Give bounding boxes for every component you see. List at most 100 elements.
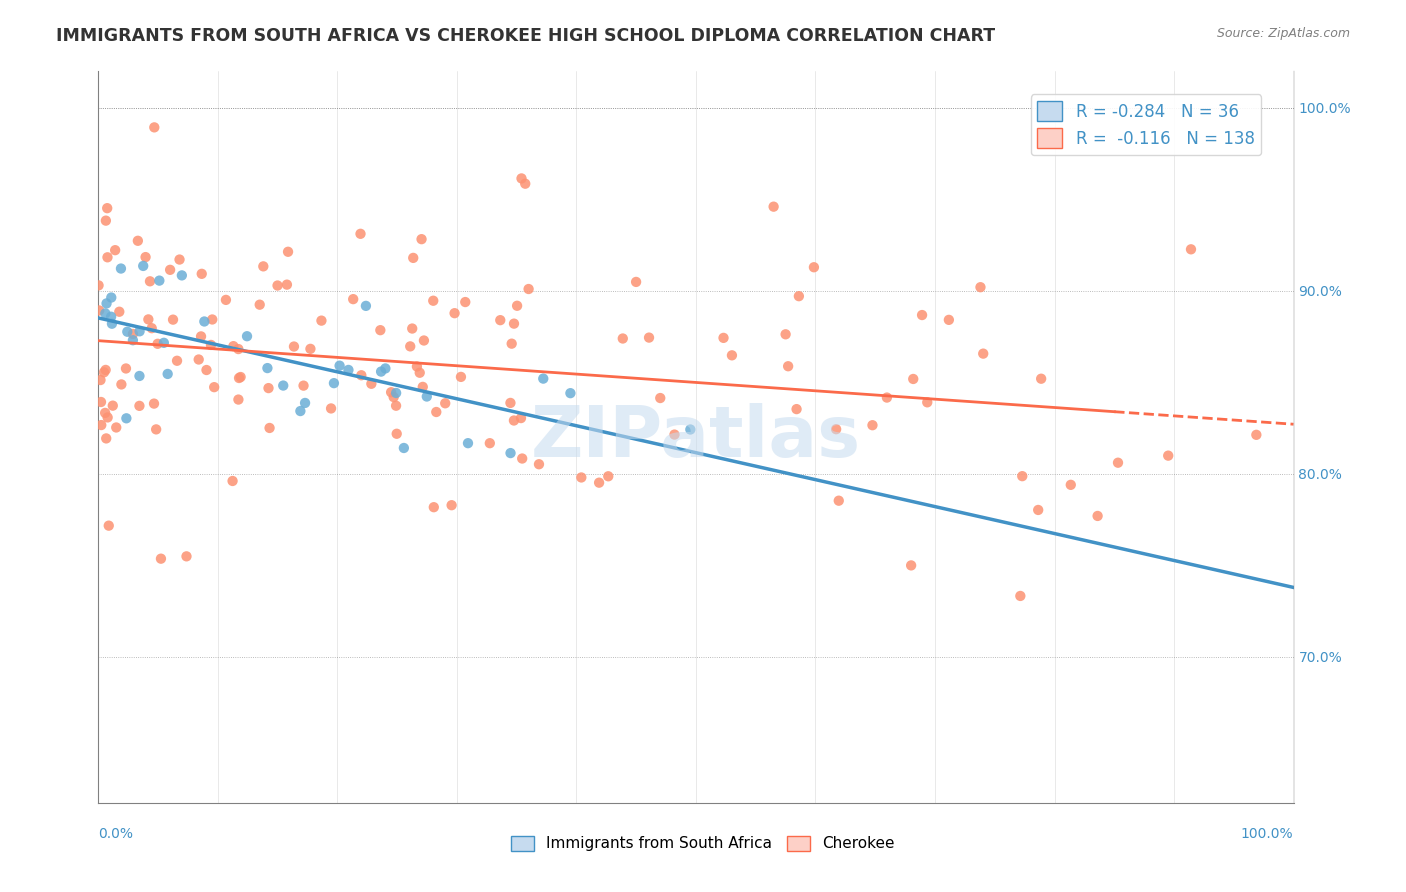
Point bbox=[457, 436, 479, 450]
Point bbox=[911, 308, 934, 322]
Point bbox=[370, 323, 392, 337]
Point bbox=[323, 376, 346, 391]
Point bbox=[350, 368, 373, 383]
Point bbox=[1107, 456, 1129, 470]
Point bbox=[531, 371, 554, 385]
Point bbox=[329, 359, 352, 373]
Point bbox=[385, 386, 408, 401]
Point bbox=[506, 299, 529, 313]
Point bbox=[101, 399, 124, 413]
Point bbox=[290, 404, 312, 418]
Point bbox=[1060, 478, 1083, 492]
Point bbox=[762, 200, 785, 214]
Point bbox=[876, 391, 898, 405]
Point bbox=[588, 475, 610, 490]
Point bbox=[93, 365, 115, 379]
Point bbox=[650, 391, 672, 405]
Point bbox=[489, 313, 512, 327]
Point bbox=[778, 359, 800, 374]
Point bbox=[969, 280, 991, 294]
Point bbox=[638, 330, 661, 344]
Point bbox=[440, 498, 463, 512]
Point bbox=[94, 363, 117, 377]
Point bbox=[409, 366, 432, 380]
Point bbox=[412, 380, 434, 394]
Point bbox=[221, 474, 243, 488]
Point bbox=[228, 371, 250, 385]
Point bbox=[903, 372, 925, 386]
Point bbox=[413, 334, 436, 348]
Legend: Immigrants from South Africa, Cherokee: Immigrants from South Africa, Cherokee bbox=[505, 830, 901, 857]
Point bbox=[382, 390, 405, 404]
Point bbox=[499, 446, 522, 460]
Point bbox=[229, 370, 252, 384]
Point bbox=[96, 296, 118, 310]
Point bbox=[380, 385, 402, 400]
Point bbox=[510, 171, 533, 186]
Point bbox=[249, 298, 271, 312]
Point bbox=[354, 299, 377, 313]
Point bbox=[200, 338, 222, 352]
Point bbox=[156, 367, 179, 381]
Point bbox=[374, 361, 396, 376]
Point bbox=[190, 267, 212, 281]
Point bbox=[501, 336, 523, 351]
Point bbox=[202, 380, 225, 394]
Point bbox=[900, 558, 922, 573]
Point bbox=[1180, 242, 1202, 256]
Point bbox=[252, 260, 274, 274]
Text: IMMIGRANTS FROM SOUTH AFRICA VS CHEROKEE HIGH SCHOOL DIPLOMA CORRELATION CHART: IMMIGRANTS FROM SOUTH AFRICA VS CHEROKEE… bbox=[56, 27, 995, 45]
Point bbox=[399, 339, 422, 353]
Point bbox=[1157, 449, 1180, 463]
Point bbox=[101, 317, 124, 331]
Point bbox=[292, 378, 315, 392]
Point bbox=[110, 377, 132, 392]
Point bbox=[423, 500, 446, 515]
Point bbox=[402, 251, 425, 265]
Point bbox=[775, 327, 797, 342]
Point bbox=[787, 289, 810, 303]
Point bbox=[128, 368, 150, 383]
Point bbox=[145, 422, 167, 436]
Point bbox=[527, 457, 550, 471]
Point bbox=[277, 244, 299, 259]
Point bbox=[89, 373, 111, 387]
Point bbox=[122, 333, 145, 347]
Point bbox=[117, 325, 139, 339]
Point bbox=[938, 313, 960, 327]
Point bbox=[108, 304, 131, 318]
Point bbox=[128, 324, 150, 338]
Point bbox=[721, 348, 744, 362]
Point bbox=[228, 392, 250, 407]
Point bbox=[105, 420, 128, 434]
Point bbox=[517, 282, 540, 296]
Text: ZIPatlas: ZIPatlas bbox=[531, 402, 860, 472]
Point bbox=[510, 451, 533, 466]
Point bbox=[110, 261, 132, 276]
Point bbox=[972, 346, 994, 360]
Point bbox=[443, 306, 465, 320]
Point bbox=[104, 243, 127, 257]
Point bbox=[713, 331, 735, 345]
Point bbox=[1246, 427, 1268, 442]
Point bbox=[917, 395, 939, 409]
Point bbox=[162, 312, 184, 326]
Point bbox=[94, 306, 117, 320]
Point bbox=[786, 402, 808, 417]
Point bbox=[222, 339, 245, 353]
Point bbox=[115, 361, 138, 376]
Point bbox=[271, 378, 294, 392]
Point bbox=[311, 313, 333, 327]
Point bbox=[401, 321, 423, 335]
Point bbox=[100, 291, 122, 305]
Point bbox=[100, 310, 122, 324]
Point bbox=[385, 426, 408, 441]
Text: Source: ZipAtlas.com: Source: ZipAtlas.com bbox=[1216, 27, 1350, 40]
Point bbox=[259, 421, 281, 435]
Point bbox=[385, 399, 408, 413]
Point bbox=[195, 363, 218, 377]
Point bbox=[236, 329, 259, 343]
Point bbox=[153, 335, 176, 350]
Point bbox=[503, 413, 526, 427]
Point bbox=[1087, 508, 1109, 523]
